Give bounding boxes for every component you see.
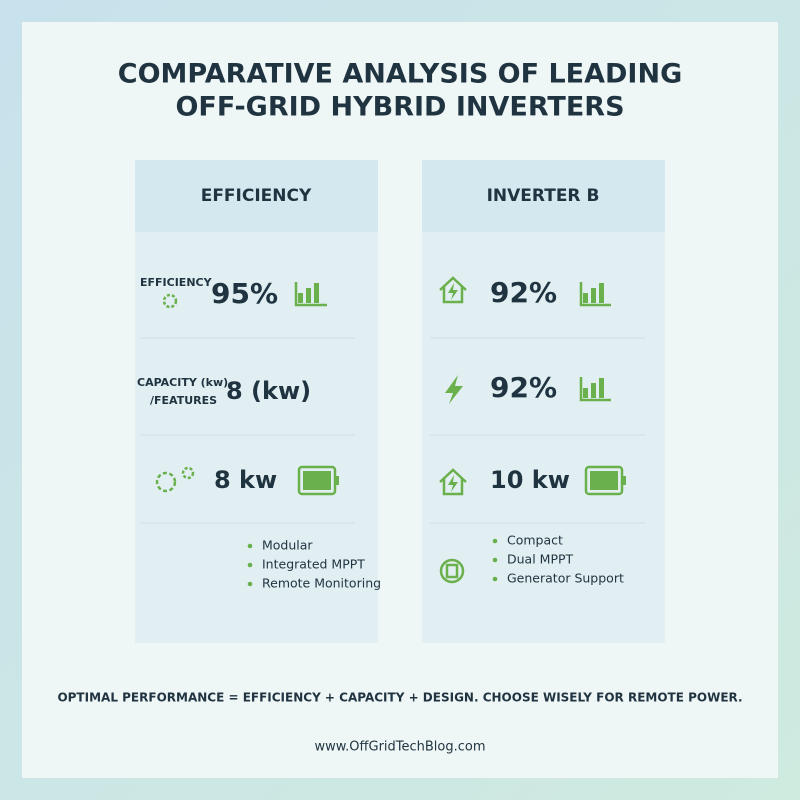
row-label: /FEATURES: [150, 394, 217, 407]
bullet: [492, 576, 498, 582]
row-value: 92%: [490, 276, 557, 309]
row-label: EFFICIENCY: [140, 276, 213, 289]
feature-item: Integrated MPPT: [262, 557, 365, 572]
column-header: INVERTER B: [487, 186, 600, 206]
feature-item: Dual MPPT: [507, 552, 574, 567]
bullet: [247, 543, 253, 549]
bullet: [247, 562, 253, 568]
title: COMPARATIVE ANALYSIS OF LEADING: [118, 59, 682, 90]
row-label: CAPACITY (kw): [137, 376, 228, 389]
feature-item: Modular: [262, 538, 313, 553]
title: OFF-GRID HYBRID INVERTERS: [175, 92, 624, 123]
bullet: [247, 581, 253, 587]
footer-url: www.OffGridTechBlog.com: [314, 740, 485, 755]
column-panel: [422, 160, 665, 643]
row-value: 8 (kw): [226, 377, 311, 405]
feature-item: Generator Support: [507, 571, 624, 586]
column-panel: [135, 160, 378, 643]
feature-item: Compact: [507, 533, 563, 548]
feature-lists: Modular Integrated MPPT Remote Monitoring C…: [247, 533, 624, 591]
bullet: [492, 538, 498, 544]
dividers: [140, 337, 645, 524]
bullet: [492, 557, 498, 563]
row-value: 92%: [490, 371, 557, 404]
column-header: EFFICIENCY: [201, 186, 312, 206]
footer-note: OPTIMAL PERFORMANCE = EFFICIENCY + CAPAC…: [57, 691, 742, 705]
icons: [155, 276, 626, 584]
column-header-band: [422, 160, 665, 232]
column-header-band: [135, 160, 378, 232]
row-value: 95%: [211, 277, 278, 310]
row-value: 10 kw: [490, 466, 570, 494]
row-value: 8 kw: [214, 466, 277, 494]
feature-item: Remote Monitoring: [262, 576, 381, 591]
